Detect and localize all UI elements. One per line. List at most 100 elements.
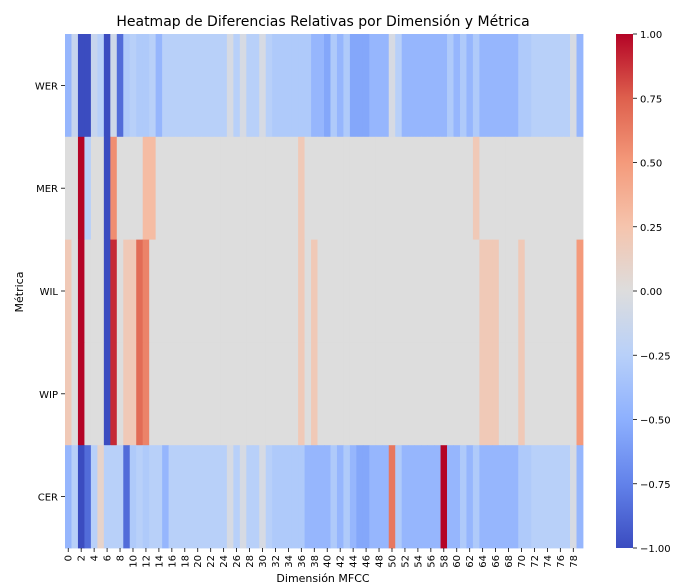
heatmap-cell [485, 34, 493, 138]
heatmap-cell [233, 445, 241, 549]
heatmap-cell [343, 342, 351, 446]
heatmap-cell [544, 342, 552, 446]
heatmap-cell [252, 445, 260, 549]
heatmap-cell [459, 136, 467, 240]
heatmap-cell [194, 136, 202, 240]
heatmap-cell [181, 342, 189, 446]
heatmap-cell [194, 239, 202, 343]
heatmap-cell [65, 445, 72, 549]
heatmap-cell [563, 34, 571, 138]
heatmap-cell [272, 342, 280, 446]
heatmap-cell [485, 239, 493, 343]
heatmap-cell [505, 445, 513, 549]
x-tick-label: 32 [271, 555, 282, 568]
heatmap-cell [175, 136, 182, 240]
heatmap-cell [414, 136, 422, 240]
heatmap-cell [570, 342, 577, 446]
heatmap-cell [511, 239, 519, 343]
heatmap-cell [71, 342, 79, 446]
heatmap-cell [116, 34, 124, 138]
heatmap-cell [434, 342, 441, 446]
heatmap-cell [226, 136, 234, 240]
heatmap-cell [408, 136, 416, 240]
x-tick-labels: 0 2 4 6 8 10 12 14 16 18 20 22 24 26 28 30 32 34 36 38 40 42 4… [64, 548, 580, 568]
heatmap-cell [77, 34, 85, 138]
heatmap-cell [343, 34, 351, 138]
heatmap-cell [65, 34, 72, 138]
heatmap-cell [401, 34, 409, 138]
heatmap-cell [466, 239, 474, 343]
heatmap-cell [71, 34, 79, 138]
heatmap-cell [168, 239, 176, 343]
heatmap-cell [395, 342, 403, 446]
heatmap-cell [434, 445, 441, 549]
x-tick-label: 40 [323, 555, 334, 568]
heatmap-cell [518, 239, 526, 343]
x-tick-label: 64 [478, 555, 489, 568]
heatmap-cell [129, 445, 137, 549]
heatmap-cell [550, 342, 558, 446]
heatmap-cell [116, 445, 124, 549]
heatmap-cell [90, 445, 98, 549]
heatmap-cell [278, 239, 286, 343]
heatmap-cell [291, 136, 299, 240]
heatmap-cell [90, 342, 98, 446]
heatmap-cell [505, 34, 513, 138]
heatmap-cell [336, 445, 344, 549]
heatmap-cell [246, 34, 254, 138]
heatmap-cell [233, 239, 241, 343]
heatmap-cell [414, 34, 422, 138]
heatmap-cell [498, 342, 506, 446]
heatmap-cell [71, 445, 79, 549]
heatmap-cell [375, 342, 383, 446]
x-tick-label: 56 [426, 555, 437, 568]
heatmap-cell [330, 342, 338, 446]
heatmap-cell [524, 34, 532, 138]
y-tick-label: WER [35, 81, 58, 92]
heatmap-cell [466, 136, 474, 240]
heatmap-cell [414, 445, 422, 549]
heatmap-cell [356, 136, 364, 240]
heatmap-cell [576, 342, 584, 446]
heatmap-cell [563, 136, 571, 240]
x-tick-label: 4 [90, 555, 101, 561]
x-tick-label: 60 [452, 555, 463, 568]
heatmap-cell [427, 34, 435, 138]
heatmap-cell [434, 34, 441, 138]
heatmap-cell [97, 136, 105, 240]
heatmap-cell [518, 136, 526, 240]
heatmap-cell [175, 445, 182, 549]
heatmap-cell [291, 445, 299, 549]
heatmap-cell [233, 342, 241, 446]
heatmap-cell [77, 239, 85, 343]
x-tick-label: 72 [530, 555, 541, 568]
heatmap-cell [265, 342, 273, 446]
y-tick-label: WIL [40, 287, 59, 298]
x-tick-label: 58 [439, 555, 450, 568]
heatmap-cell [155, 136, 163, 240]
heatmap-cell [200, 239, 208, 343]
x-tick-label: 42 [336, 555, 347, 568]
heatmap-cell [524, 136, 532, 240]
heatmap-cell [226, 342, 234, 446]
heatmap-cell [155, 445, 163, 549]
heatmap-cell [382, 342, 390, 446]
x-tick-label: 20 [193, 555, 204, 568]
heatmap-cell [304, 239, 312, 343]
heatmap-cell [388, 342, 396, 446]
heatmap-cell [239, 239, 247, 343]
heatmap-cell [200, 445, 208, 549]
heatmap-cell [544, 445, 552, 549]
heatmap-cell [110, 239, 118, 343]
heatmap-cell [388, 239, 396, 343]
heatmap-cell [330, 136, 338, 240]
heatmap-cell [336, 239, 344, 343]
heatmap-cell [369, 34, 377, 138]
heatmap-cell [466, 34, 474, 138]
x-tick-label: 2 [77, 555, 88, 561]
heatmap-cell [492, 445, 500, 549]
heatmap-cell [421, 445, 429, 549]
heatmap-cell [531, 239, 539, 343]
heatmap-cell [220, 445, 228, 549]
heatmap-cell [77, 342, 85, 446]
